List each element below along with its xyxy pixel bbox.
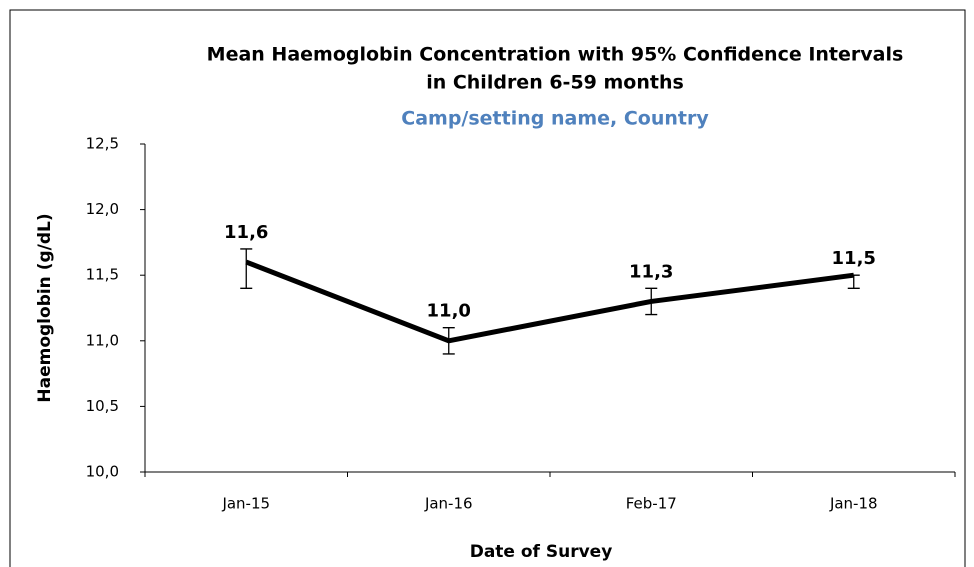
error-bar	[645, 287, 658, 316]
chart-title: in Children 6-59 months	[426, 72, 684, 94]
error-bar	[240, 248, 253, 289]
data-label: 11,0	[427, 301, 471, 322]
y-tick-label: 11,0	[86, 331, 119, 349]
data-label: 11,5	[832, 248, 876, 269]
x-tick-label: Feb-17	[626, 495, 677, 513]
x-tick-label: Jan-18	[829, 495, 878, 513]
x-tick-label: Jan-16	[424, 495, 473, 513]
y-tick-label: 11,5	[86, 266, 119, 284]
chart-subtitle: Camp/setting name, Country	[401, 108, 709, 130]
y-tick-label: 10,5	[86, 397, 119, 415]
y-tick-label: 12,5	[86, 135, 119, 153]
chart-title: Mean Haemoglobin Concentration with 95% …	[207, 44, 904, 66]
error-bar	[847, 274, 860, 289]
chart-frame	[9, 9, 966, 567]
x-tick-label: Jan-15	[221, 495, 270, 513]
data-label: 11,6	[224, 222, 268, 243]
y-tick-label: 10,0	[86, 463, 119, 481]
line	[245, 259, 855, 344]
x-axis-label: Date of Survey	[470, 542, 613, 562]
y-axis-label: Haemoglobin (g/dL)	[35, 213, 55, 402]
data-label: 11,3	[629, 261, 673, 282]
error-bar	[442, 327, 455, 355]
y-tick-label: 12,0	[86, 200, 119, 218]
